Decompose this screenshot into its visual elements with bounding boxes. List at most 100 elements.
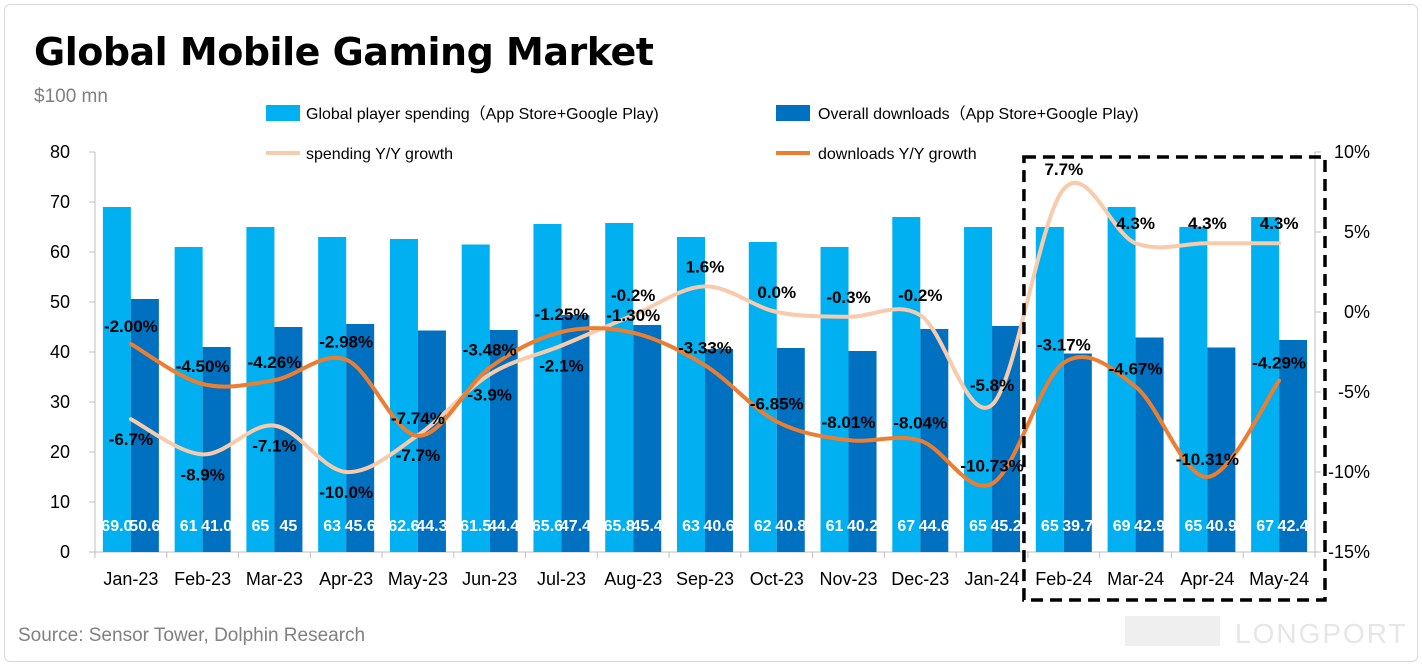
spending-bar-label: 65 <box>1041 518 1059 535</box>
downloads-bar-label: 45.6 <box>345 518 376 535</box>
spending-bar-label: 65.6 <box>532 518 563 535</box>
downloads-bar <box>561 315 590 552</box>
x-tick-label: Dec-23 <box>891 569 949 589</box>
y2-tick-label: -10% <box>1328 462 1370 482</box>
spending-bar-label: 61 <box>180 518 198 535</box>
spending-bar-label: 69 <box>1113 518 1131 535</box>
downloads-growth-label: -2.98% <box>319 333 373 352</box>
spending-bar <box>246 227 275 552</box>
spending-bar <box>318 237 347 552</box>
y2-tick-label: -5% <box>1338 382 1370 402</box>
legend-label-spending-growth: spending Y/Y growth <box>306 146 453 163</box>
y-tick-label: 80 <box>50 142 70 162</box>
highlight-box <box>1022 155 1327 602</box>
spending-growth-line <box>128 180 1282 475</box>
downloads-growth-label: -3.48% <box>463 341 517 360</box>
spending-bar <box>102 207 131 552</box>
downloads-growth-label: -4.67% <box>1109 360 1163 379</box>
x-tick-label: Aug-23 <box>604 569 662 589</box>
x-tick-label: Sep-23 <box>676 569 734 589</box>
downloads-bar-label: 40.6 <box>703 518 734 535</box>
x-tick-label: Jun-23 <box>462 569 517 589</box>
chart-frame <box>4 4 1418 662</box>
downloads-growth-label: -8.01% <box>822 413 876 432</box>
spending-growth-label: 1.6% <box>686 257 725 276</box>
x-tick-label: Apr-24 <box>1180 569 1234 589</box>
y2-tick-label: 10% <box>1334 142 1370 162</box>
spending-bar <box>677 237 705 552</box>
spending-bar <box>605 223 634 552</box>
downloads-bar <box>1135 337 1164 552</box>
downloads-bar-label: 45.2 <box>990 518 1021 535</box>
spending-bar-label: 62.6 <box>388 518 419 535</box>
downloads-bar <box>776 348 805 552</box>
y-tick-label: 20 <box>50 442 70 462</box>
downloads-bar-label: 44.4 <box>488 518 519 535</box>
spending-bar <box>174 247 203 552</box>
downloads-bar-label: 40.8 <box>775 518 806 535</box>
spending-bar <box>964 227 993 552</box>
spending-growth-label: 4.3% <box>1188 214 1227 233</box>
spending-growth-label: -0.2% <box>898 286 942 305</box>
downloads-bar-label: 45 <box>280 518 298 535</box>
downloads-bar <box>202 347 231 552</box>
downloads-growth-line <box>128 326 1282 488</box>
spending-bar-label: 62 <box>754 518 772 535</box>
spending-growth-label: -6.7% <box>109 430 153 449</box>
spending-growth-label: -8.9% <box>180 465 224 484</box>
spending-bar <box>820 247 849 552</box>
legend-label-downloads: Overall downloads（App Store+Google Play) <box>818 105 1139 123</box>
spending-bar-label: 63 <box>682 518 700 535</box>
chart-title: Global Mobile Gaming Market <box>34 30 654 74</box>
downloads-growth-label: -10.31% <box>1176 450 1239 469</box>
downloads-bar-label: 45.4 <box>632 518 663 535</box>
downloads-growth-label: -4.29% <box>1252 354 1306 373</box>
y-tick-label: 70 <box>50 192 70 212</box>
spending-growth-label: 4.3% <box>1260 214 1299 233</box>
spending-bar-label: 65 <box>1184 518 1202 535</box>
downloads-bar-label: 42.4 <box>1278 518 1309 535</box>
x-tick-label: Mar-23 <box>246 569 303 589</box>
spending-growth-label: -5.8% <box>970 376 1014 395</box>
spending-growth-label: 7.7% <box>1044 160 1083 179</box>
downloads-bar-label: 50.6 <box>129 518 160 535</box>
legend-swatch-downloads <box>776 105 810 121</box>
spending-bar-label: 61.5 <box>460 518 491 535</box>
x-tick-label: Jan-24 <box>965 569 1020 589</box>
y2-tick-label: -15% <box>1328 542 1370 562</box>
spending-bar <box>533 224 562 552</box>
spending-growth-label: -3.9% <box>467 385 511 404</box>
y-tick-label: 60 <box>50 242 70 262</box>
downloads-growth-label: -6.85% <box>750 395 804 414</box>
x-tick-label: Feb-23 <box>174 569 231 589</box>
spending-bar-label: 65 <box>252 518 270 535</box>
y-tick-label: 0 <box>60 542 70 562</box>
downloads-bar <box>417 330 446 552</box>
spending-bar <box>748 242 777 552</box>
downloads-growth-label: -2.00% <box>104 317 158 336</box>
spending-bar <box>1035 227 1064 552</box>
spending-bar-label: 69.0 <box>101 518 132 535</box>
left-axis-unit: $100 mn <box>34 86 108 107</box>
y-tick-label: 10 <box>50 492 70 512</box>
downloads-bar <box>1063 353 1092 552</box>
y2-tick-label: 5% <box>1344 222 1370 242</box>
x-tick-label: Mar-24 <box>1107 569 1164 589</box>
downloads-growth-label: -1.25% <box>535 305 589 324</box>
x-tick-label: May-24 <box>1249 569 1309 589</box>
downloads-bar-label: 44.6 <box>919 518 950 535</box>
spending-growth-label: 0.0% <box>757 283 796 302</box>
downloads-growth-label: -4.26% <box>247 353 301 372</box>
downloads-bar <box>633 325 662 552</box>
downloads-growth-label: -8.04% <box>893 414 947 433</box>
watermark-logo <box>1125 616 1220 646</box>
downloads-bar <box>1207 347 1236 552</box>
downloads-bar <box>992 326 1021 552</box>
spending-bar <box>892 217 921 552</box>
spending-bar-label: 67 <box>897 518 915 535</box>
spending-growth-label: 4.3% <box>1116 214 1155 233</box>
spending-bar <box>461 244 490 552</box>
x-tick-label: Jan-23 <box>103 569 158 589</box>
y-tick-label: 30 <box>50 392 70 412</box>
